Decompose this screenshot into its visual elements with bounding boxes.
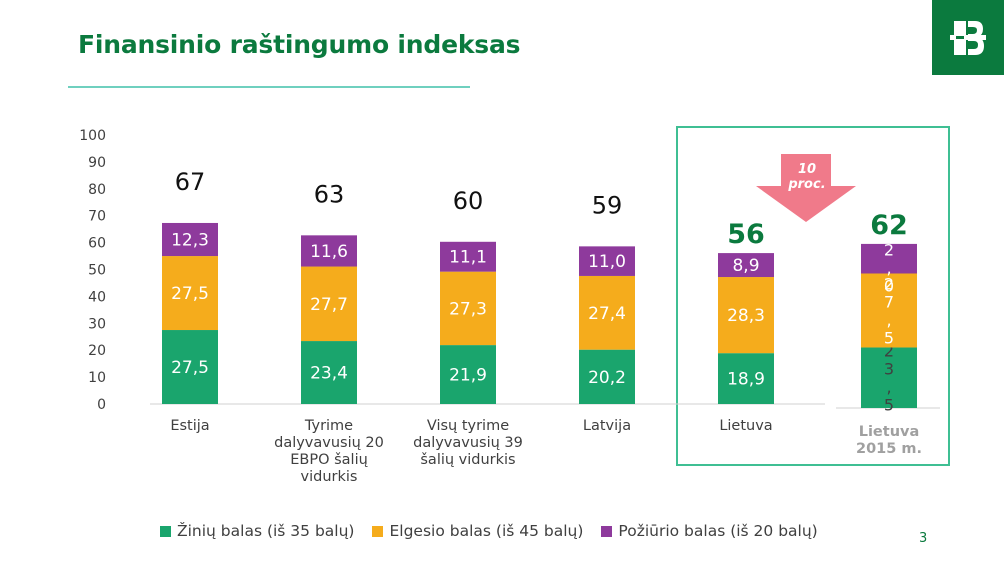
bar-segment xyxy=(579,246,635,276)
category-label: Estija xyxy=(170,418,209,434)
lithuania-highlight-frame xyxy=(676,126,950,466)
data-label-char: , xyxy=(886,310,891,329)
bar-segment xyxy=(301,266,357,342)
category-label: EBPO šalių xyxy=(290,452,368,468)
bar-segment xyxy=(718,253,774,278)
data-label-char: 5 xyxy=(884,328,894,347)
y-tick-label: 90 xyxy=(88,155,106,171)
bar-segment xyxy=(718,277,774,354)
data-label: 18,9 xyxy=(727,370,765,390)
bar-segment xyxy=(162,330,218,404)
bank-logo-icon xyxy=(932,0,1004,75)
bar-segment xyxy=(861,243,917,274)
category-label: Latvija xyxy=(583,418,631,434)
total-label: 56 xyxy=(727,219,765,250)
y-tick-label: 30 xyxy=(88,316,106,332)
legend-item-attitude: Požiūrio balas (iš 20 balų) xyxy=(601,522,818,540)
total-label: 59 xyxy=(592,191,623,219)
bar-segment xyxy=(861,273,917,348)
bar-segment xyxy=(579,275,635,350)
category-label: Visų tyrime xyxy=(427,418,509,434)
data-label-char: 7 xyxy=(884,292,894,311)
y-tick-label: 10 xyxy=(88,370,106,386)
y-tick-label: 60 xyxy=(88,236,106,252)
data-label: 20,2 xyxy=(588,368,626,388)
data-label-char: 1 xyxy=(884,223,894,242)
y-tick-label: 70 xyxy=(88,209,106,225)
callout-unit: proc. xyxy=(788,177,826,192)
y-tick-label: 20 xyxy=(88,343,106,359)
data-label: 27,5 xyxy=(171,358,209,378)
bar-segment xyxy=(861,347,917,408)
data-label: 27,7 xyxy=(310,295,348,315)
data-label: 12,3 xyxy=(171,231,209,251)
down-arrow-icon xyxy=(756,154,856,222)
legend-item-knowledge: Žinių balas (iš 35 balų) xyxy=(160,522,354,540)
total-label: 62 xyxy=(870,210,908,241)
data-label: 21,9 xyxy=(449,366,487,386)
bar-segment xyxy=(440,271,496,346)
data-label-char: 0 xyxy=(884,277,894,296)
total-label: 63 xyxy=(314,180,345,208)
title-underline xyxy=(68,86,470,88)
category-label: Lietuva xyxy=(859,424,920,440)
bar-segment xyxy=(301,235,357,267)
bar-segment xyxy=(162,222,218,257)
data-label: 11,0 xyxy=(588,252,626,272)
data-label: 28,3 xyxy=(727,306,765,326)
bank-of-lithuania-logo xyxy=(950,20,986,55)
bar-segment xyxy=(162,256,218,331)
data-label: 27,4 xyxy=(588,304,626,324)
page-number: 3 xyxy=(919,531,928,546)
data-label: 11,1 xyxy=(449,248,487,268)
legend-label: Elgesio balas (iš 45 balų) xyxy=(389,522,584,540)
legend-label: Požiūrio balas (iš 20 balų) xyxy=(618,522,818,540)
data-label-char: , xyxy=(886,259,891,278)
category-label: 2015 m. xyxy=(856,441,922,457)
data-label: 27,5 xyxy=(171,284,209,304)
bar-segment xyxy=(718,353,774,404)
total-label: 60 xyxy=(453,187,484,215)
y-tick-label: 100 xyxy=(79,128,106,144)
legend-swatch xyxy=(372,525,384,537)
legend-swatch xyxy=(160,525,171,537)
category-label: Lietuva xyxy=(719,418,772,434)
chart-legend: Žinių balas (iš 35 balų) Elgesio balas (… xyxy=(160,522,818,540)
y-tick-label: 80 xyxy=(88,182,106,198)
bar-segment xyxy=(579,349,635,404)
total-label: 67 xyxy=(175,168,206,196)
category-label: Tyrime xyxy=(304,418,353,434)
data-label: 8,9 xyxy=(732,256,759,276)
data-label-char: 3 xyxy=(884,360,894,379)
bar-segment xyxy=(440,241,496,272)
page-title: Finansinio raštingumo indeksas xyxy=(78,30,521,59)
legend-swatch xyxy=(601,525,613,537)
data-label: 23,4 xyxy=(310,364,348,384)
decline-callout: 10 proc. xyxy=(772,162,842,192)
y-tick-label: 50 xyxy=(88,263,106,279)
y-tick-label: 40 xyxy=(88,289,106,305)
data-label: 11,6 xyxy=(310,242,348,262)
y-tick-label: 0 xyxy=(97,397,106,413)
category-label: dalyvavusių 20 xyxy=(274,435,384,451)
data-label-char: 2 xyxy=(884,241,894,260)
bar-segment xyxy=(440,345,496,404)
category-label: šalių vidurkis xyxy=(420,452,515,468)
data-label-char: 5 xyxy=(884,396,894,415)
category-label: dalyvavusių 39 xyxy=(413,435,523,451)
data-label: 27,3 xyxy=(449,299,487,319)
bar-segment xyxy=(301,341,357,404)
legend-label: Žinių balas (iš 35 balų) xyxy=(177,522,355,540)
callout-value: 10 xyxy=(797,162,817,177)
data-label-char: , xyxy=(886,378,891,397)
category-label: vidurkis xyxy=(301,469,358,485)
data-label-char: 2 xyxy=(884,342,894,361)
data-label-char: 2 xyxy=(884,274,894,293)
legend-item-behaviour: Elgesio balas (iš 45 balų) xyxy=(372,522,583,540)
